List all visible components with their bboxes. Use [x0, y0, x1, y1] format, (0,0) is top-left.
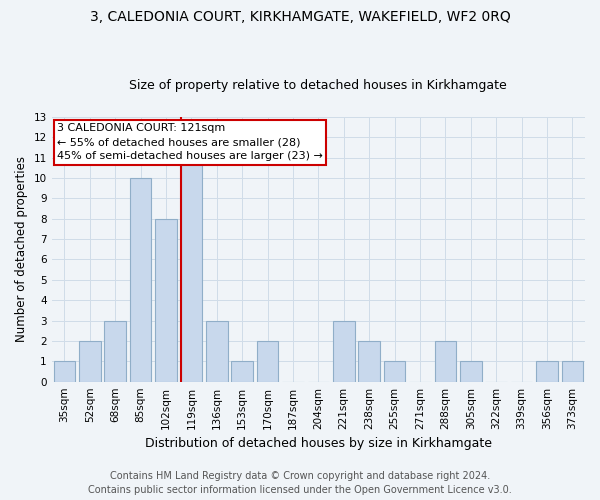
Bar	[333, 320, 355, 382]
Bar	[257, 341, 278, 382]
Bar	[53, 362, 75, 382]
X-axis label: Distribution of detached houses by size in Kirkhamgate: Distribution of detached houses by size …	[145, 437, 492, 450]
Bar	[434, 341, 456, 382]
Bar	[104, 320, 126, 382]
Bar	[206, 320, 227, 382]
Bar	[232, 362, 253, 382]
Text: Contains HM Land Registry data © Crown copyright and database right 2024.
Contai: Contains HM Land Registry data © Crown c…	[88, 471, 512, 495]
Bar	[562, 362, 583, 382]
Bar	[384, 362, 406, 382]
Bar	[155, 218, 177, 382]
Bar	[536, 362, 557, 382]
Text: 3, CALEDONIA COURT, KIRKHAMGATE, WAKEFIELD, WF2 0RQ: 3, CALEDONIA COURT, KIRKHAMGATE, WAKEFIE…	[89, 10, 511, 24]
Text: 3 CALEDONIA COURT: 121sqm
← 55% of detached houses are smaller (28)
45% of semi-: 3 CALEDONIA COURT: 121sqm ← 55% of detac…	[57, 124, 323, 162]
Title: Size of property relative to detached houses in Kirkhamgate: Size of property relative to detached ho…	[130, 79, 507, 92]
Bar	[460, 362, 482, 382]
Y-axis label: Number of detached properties: Number of detached properties	[15, 156, 28, 342]
Bar	[358, 341, 380, 382]
Bar	[130, 178, 151, 382]
Bar	[181, 158, 202, 382]
Bar	[79, 341, 101, 382]
